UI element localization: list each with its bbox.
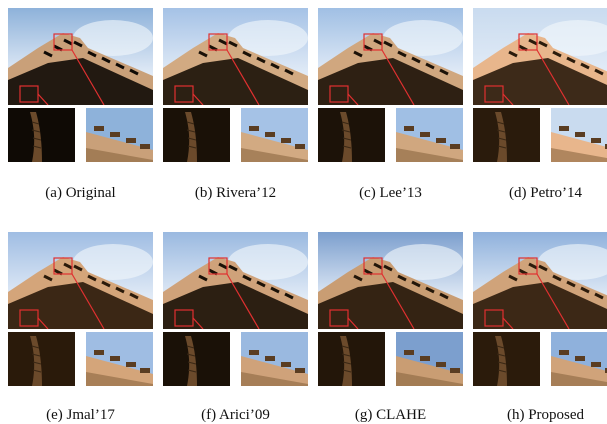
scene-image (163, 8, 308, 105)
scene-frame (473, 8, 607, 105)
scene-image (8, 8, 153, 105)
crop-right (86, 332, 153, 386)
zoom-crop-pod (163, 332, 230, 386)
figure-panel-h (473, 232, 607, 386)
zoom-crop-pod (473, 108, 540, 162)
highlight-box-beams (363, 257, 383, 275)
highlight-box-beams (518, 33, 538, 51)
crop-right (551, 108, 607, 162)
zoom-crop-beams (396, 108, 463, 162)
figure-panel-c (318, 8, 463, 162)
zoom-crop-pod (318, 332, 385, 386)
caption-b: (b) Rivera’12 (194, 185, 277, 201)
caption-a: (a) Original (45, 185, 116, 201)
scene-frame (163, 232, 308, 329)
caption-c: (c) Lee’13 (359, 185, 422, 201)
scene-image (8, 232, 153, 329)
figure-panel-f (163, 232, 308, 386)
figure-panel-e (8, 232, 153, 386)
zoom-crop-pod (473, 332, 540, 386)
zoom-crop-beams (551, 332, 607, 386)
zoom-crops (8, 332, 153, 386)
zoom-crops (163, 108, 308, 162)
zoom-crop-pod (318, 108, 385, 162)
highlight-box-beams (208, 257, 228, 275)
scene-image (163, 232, 308, 329)
highlight-box-beams (53, 257, 73, 275)
zoom-crops (473, 332, 607, 386)
crop-left (8, 332, 75, 386)
caption-e: (e) Jmal’17 (46, 407, 115, 423)
highlight-box-beams (363, 33, 383, 51)
zoom-crop-beams (86, 332, 153, 386)
crop-right (86, 108, 153, 162)
zoom-crops (318, 332, 463, 386)
crop-left (318, 332, 385, 386)
scene-frame (163, 8, 308, 105)
scene-frame (318, 8, 463, 105)
zoom-crop-pod (8, 108, 75, 162)
caption-d: (d) Petro’14 (509, 185, 582, 201)
scene-image (318, 232, 463, 329)
crop-right (551, 332, 607, 386)
crop-right (396, 332, 463, 386)
scene-image (318, 8, 463, 105)
highlight-box-beams (518, 257, 538, 275)
highlight-box-beams (208, 33, 228, 51)
zoom-crop-beams (241, 108, 308, 162)
scene-frame (473, 232, 607, 329)
scene-image (473, 232, 607, 329)
caption-f: (f) Arici’09 (201, 407, 270, 423)
zoom-crop-pod (163, 108, 230, 162)
scene-image (473, 8, 607, 105)
zoom-crop-beams (86, 108, 153, 162)
crop-left (318, 108, 385, 162)
crop-left (163, 108, 230, 162)
figure-panel-d (473, 8, 607, 162)
crop-right (241, 108, 308, 162)
zoom-crop-beams (241, 332, 308, 386)
caption-h: (h) Proposed (506, 407, 585, 423)
zoom-crop-beams (551, 108, 607, 162)
zoom-crop-beams (396, 332, 463, 386)
caption-g: (g) CLAHE (354, 407, 427, 423)
crop-left (473, 108, 540, 162)
crop-left (8, 108, 75, 162)
crop-right (396, 108, 463, 162)
highlight-box-beams (53, 33, 73, 51)
crop-left (163, 332, 230, 386)
figure-panel-g (318, 232, 463, 386)
zoom-crops (163, 332, 308, 386)
zoom-crops (318, 108, 463, 162)
zoom-crop-pod (8, 332, 75, 386)
scene-frame (318, 232, 463, 329)
figure-panel-b (163, 8, 308, 162)
crop-right (241, 332, 308, 386)
figure-panel-a (8, 8, 153, 162)
crop-left (473, 332, 540, 386)
scene-frame (8, 232, 153, 329)
zoom-crops (473, 108, 607, 162)
scene-frame (8, 8, 153, 105)
zoom-crops (8, 108, 153, 162)
